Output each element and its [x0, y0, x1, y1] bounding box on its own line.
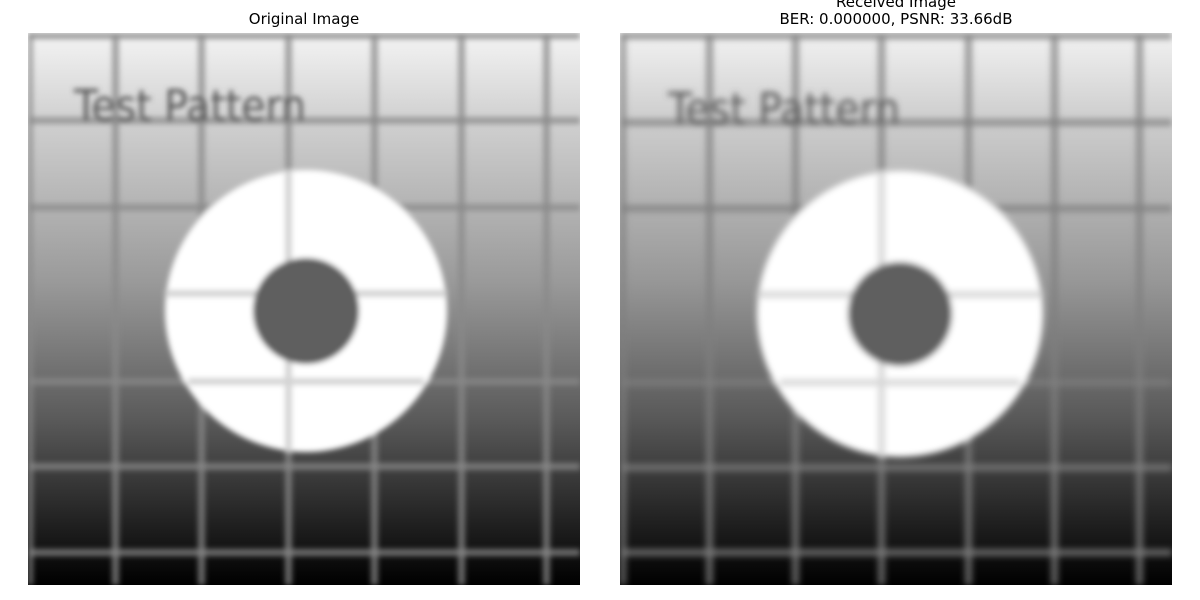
received-image-text: Test Pattern — [667, 84, 900, 135]
original-image-text: Test Pattern — [73, 81, 306, 132]
original-image: Test Pattern — [28, 33, 580, 585]
received-image-title: Received Image BER: 0.000000, PSNR: 33.6… — [620, 0, 1172, 28]
received-image: Test Pattern — [620, 33, 1172, 585]
received-image-metrics: BER: 0.000000, PSNR: 33.66dB — [779, 10, 1013, 28]
original-image-title: Original Image — [248, 10, 360, 28]
received-image-title-line1: Received Image — [836, 0, 956, 11]
